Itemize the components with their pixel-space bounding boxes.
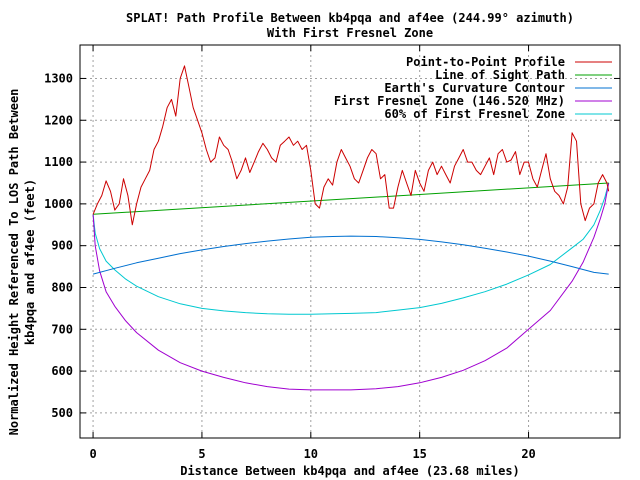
legend-label: Earth's Curvature Contour — [384, 81, 565, 95]
x-tick-label: 20 — [521, 447, 535, 461]
legend-label: Line of Sight Path — [435, 68, 565, 82]
y-tick-label: 600 — [51, 364, 73, 378]
y-tick-label: 900 — [51, 239, 73, 253]
grid-lines — [80, 45, 620, 438]
y-tick-label: 1300 — [44, 71, 73, 85]
series-line-60-of-first-fresnel-zone — [92, 182, 610, 315]
chart-title: SPLAT! Path Profile Between kb4pqa and a… — [126, 11, 574, 25]
plot-border — [79, 44, 621, 439]
y-tick-label: 1000 — [44, 197, 73, 211]
y-tick-label: 1100 — [44, 155, 73, 169]
chart-subtitle: With First Fresnel Zone — [267, 26, 433, 40]
legend-label: First Fresnel Zone (146.520 MHz) — [334, 94, 565, 108]
series-line-earth-s-curvature-contour — [92, 235, 609, 275]
y-axis-label-line1: Normalized Height Referenced To LOS Path… — [7, 89, 21, 436]
x-axis-label: Distance Between kb4pqa and af4ee (23.68… — [180, 464, 520, 478]
x-tick-label: 15 — [412, 447, 426, 461]
y-tick-label: 700 — [51, 322, 73, 336]
x-tick-label: 5 — [198, 447, 205, 461]
x-tick-label: 10 — [304, 447, 318, 461]
y-axis-label-line2: kb4pqa and af4ee (feet) — [23, 179, 37, 345]
axis-ticks: 0 5 10 15 20 500 600 700 800 900 1000 1100 1200 1300 — [44, 45, 620, 461]
legend-label: 60% of First Fresnel Zone — [384, 107, 565, 121]
y-tick-label: 1200 — [44, 113, 73, 127]
series-line-line-of-sight-path — [93, 182, 609, 215]
series-line-point-to-point-profile — [92, 65, 610, 226]
y-tick-label: 500 — [51, 406, 73, 420]
x-tick-label: 0 — [89, 447, 96, 461]
y-tick-label: 800 — [51, 280, 73, 294]
series-line-first-fresnel-zone-146-520-mhz — [92, 182, 610, 391]
legend-label: Point-to-Point Profile — [406, 55, 565, 69]
series-lines — [92, 65, 610, 391]
